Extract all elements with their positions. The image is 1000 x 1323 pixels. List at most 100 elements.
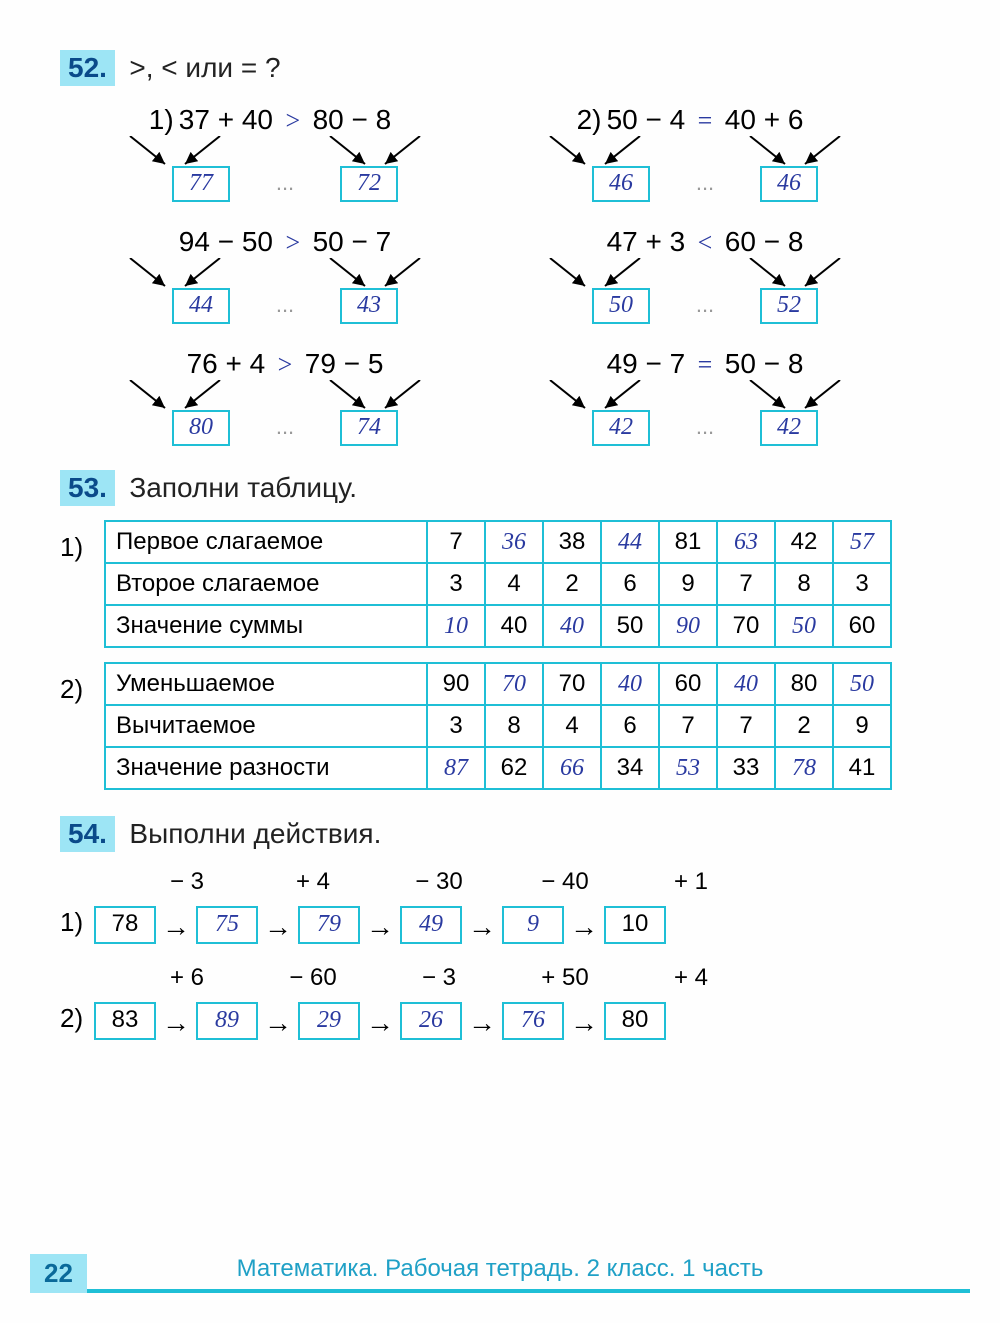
ex54-prompt: Выполни действия.: [129, 818, 381, 849]
table-cell: 2: [775, 705, 833, 747]
chain-box: 89: [196, 1002, 258, 1040]
table-cell: 2: [543, 563, 601, 605]
table-cell: 70: [717, 605, 775, 647]
comparison-block: 76 + 4 > 79 − 580...74: [60, 348, 480, 446]
expression-line: 49 − 7 = 50 − 8: [480, 348, 900, 380]
ex52-prompt: >, < или = ?: [129, 52, 280, 83]
arrow-icon: →: [564, 1007, 604, 1039]
comparison-sign: >: [281, 106, 305, 136]
table-cell: 57: [833, 521, 891, 563]
list-number: 2): [60, 674, 94, 705]
footer-text: Математика. Рабочая тетрадь. 2 класс. 1 …: [0, 1251, 1000, 1283]
chain-op: − 3: [376, 964, 502, 992]
table-cell: 50: [833, 663, 891, 705]
chain-box: 83: [94, 1002, 156, 1040]
comparison-sign: =: [693, 106, 717, 136]
chain-op: − 30: [376, 868, 502, 896]
chain-box: 9: [502, 906, 564, 944]
arrow-icon: →: [156, 1007, 196, 1039]
table-row: Значение разности8762663453337841: [105, 747, 891, 789]
table-cell: 8: [485, 705, 543, 747]
chain-box: 78: [94, 906, 156, 944]
comparison-block: 49 − 7 = 50 − 842...42: [480, 348, 900, 446]
chain-box: 79: [298, 906, 360, 944]
expression-line: 76 + 4 > 79 − 5: [60, 348, 480, 380]
chain-op: + 50: [502, 964, 628, 992]
table-row: Значение суммы1040405090705060: [105, 605, 891, 647]
chain-row: 2)83→89→29→26→76→80: [60, 1002, 960, 1040]
table-row: Первое слагаемое736384481634257: [105, 521, 891, 563]
table-cell: 90: [427, 663, 485, 705]
table-cell: 62: [485, 747, 543, 789]
comparison-block: 2)50 − 4 = 40 + 646...46: [480, 104, 900, 202]
table-cell: 50: [775, 605, 833, 647]
table-cell: 40: [543, 605, 601, 647]
chain-box: 80: [604, 1002, 666, 1040]
chain-op: + 1: [628, 868, 754, 896]
table-cell: 7: [717, 705, 775, 747]
expression-line: 1)37 + 40 > 80 − 8: [60, 104, 480, 136]
table-cell: 50: [601, 605, 659, 647]
row-label: Первое слагаемое: [105, 521, 427, 563]
chain-box: 10: [604, 906, 666, 944]
exercise-53: 53. Заполни таблицу. 1)Первое слагаемое7…: [60, 470, 960, 790]
arrow-icon: →: [156, 911, 196, 943]
table-cell: 90: [659, 605, 717, 647]
comparison-block: 47 + 3 < 60 − 850...52: [480, 226, 900, 324]
arrow-icon: →: [564, 911, 604, 943]
table-cell: 33: [717, 747, 775, 789]
exercise-54: 54. Выполни действия. − 3+ 4− 30− 40+ 11…: [60, 816, 960, 1060]
arrow-icon: →: [360, 1007, 400, 1039]
table-row: Вычитаемое38467729: [105, 705, 891, 747]
table-cell: 60: [833, 605, 891, 647]
math-table: Первое слагаемое736384481634257Второе сл…: [104, 520, 892, 648]
chain-ops: + 6− 60− 3+ 50+ 4: [124, 964, 960, 992]
table-block: 1)Первое слагаемое736384481634257Второе …: [60, 520, 960, 648]
table-cell: 80: [775, 663, 833, 705]
chain-row: 1)78→75→79→49→9→10: [60, 906, 960, 944]
table-cell: 42: [775, 521, 833, 563]
table-cell: 8: [775, 563, 833, 605]
math-table: Уменьшаемое9070704060408050Вычитаемое384…: [104, 662, 892, 790]
chain-box: 49: [400, 906, 462, 944]
table-cell: 9: [833, 705, 891, 747]
comparison-block: 94 − 50 > 50 − 744...43: [60, 226, 480, 324]
row-label: Вычитаемое: [105, 705, 427, 747]
table-cell: 41: [833, 747, 891, 789]
footer-line: [30, 1289, 970, 1293]
row-label: Уменьшаемое: [105, 663, 427, 705]
comparison-row: 94 − 50 > 50 − 744...4347 + 3 < 60 − 850…: [60, 226, 960, 330]
comparison-sign: <: [693, 228, 717, 258]
table-cell: 34: [601, 747, 659, 789]
ex53-prompt: Заполни таблицу.: [129, 472, 357, 503]
table-cell: 70: [485, 663, 543, 705]
table-cell: 3: [427, 563, 485, 605]
table-cell: 53: [659, 747, 717, 789]
table-cell: 6: [601, 563, 659, 605]
table-cell: 4: [485, 563, 543, 605]
table-row: Уменьшаемое9070704060408050: [105, 663, 891, 705]
chain-op: − 60: [250, 964, 376, 992]
table-cell: 3: [833, 563, 891, 605]
page-footer: 22 Математика. Рабочая тетрадь. 2 класс.…: [0, 1251, 1000, 1293]
arrow-icon: →: [360, 911, 400, 943]
chain-op: − 3: [124, 868, 250, 896]
table-cell: 4: [543, 705, 601, 747]
chain-op: + 6: [124, 964, 250, 992]
row-label: Второе слагаемое: [105, 563, 427, 605]
table-cell: 3: [427, 705, 485, 747]
comparison-sign: >: [273, 350, 297, 380]
table-cell: 70: [543, 663, 601, 705]
ex54-number: 54.: [60, 816, 115, 852]
table-cell: 44: [601, 521, 659, 563]
table-cell: 40: [601, 663, 659, 705]
table-cell: 10: [427, 605, 485, 647]
expression-line: 2)50 − 4 = 40 + 6: [480, 104, 900, 136]
table-cell: 40: [717, 663, 775, 705]
table-cell: 9: [659, 563, 717, 605]
table-block: 2)Уменьшаемое9070704060408050Вычитаемое3…: [60, 662, 960, 790]
chain-op: − 40: [502, 868, 628, 896]
comparison-block: 1)37 + 40 > 80 − 877...72: [60, 104, 480, 202]
ex53-number: 53.: [60, 470, 115, 506]
arrow-icon: →: [462, 1007, 502, 1039]
